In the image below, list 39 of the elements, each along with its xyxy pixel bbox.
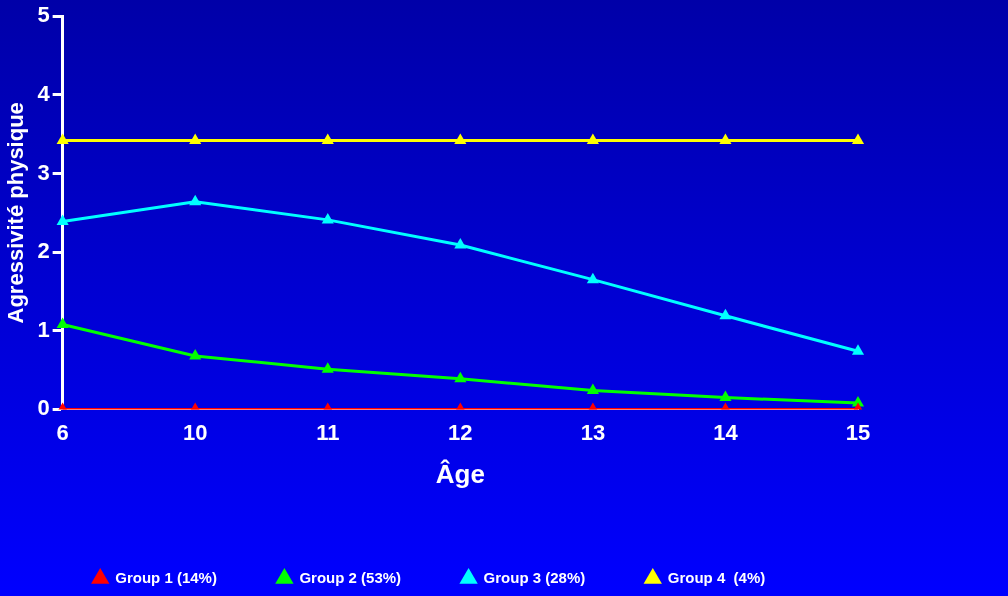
x-tick-label: 6 <box>56 419 69 445</box>
x-axis-title: Âge <box>435 458 485 489</box>
point <box>189 348 202 360</box>
y-tick-label: 2 <box>37 238 50 264</box>
y-tick-label: 1 <box>37 316 50 342</box>
y-tick-label: 0 <box>37 395 50 421</box>
point <box>586 133 599 144</box>
x-tick-label: 12 <box>448 419 473 445</box>
point <box>321 362 334 373</box>
point <box>189 133 202 144</box>
point <box>56 317 69 328</box>
y-tick-label: 5 <box>37 2 50 28</box>
x-tick-label: 14 <box>713 419 739 445</box>
point <box>851 344 865 355</box>
point <box>321 212 334 224</box>
point <box>586 272 599 284</box>
y-tick-label: 4 <box>37 80 51 106</box>
legend-label: Group 1 (14%) <box>115 568 217 586</box>
legend-label: Group 2 (53%) <box>299 568 402 586</box>
y-axis-title: Agressivité physique <box>3 102 29 324</box>
point <box>454 371 467 383</box>
legend-label: Group 4 (4%) <box>667 568 766 586</box>
point <box>719 133 732 144</box>
x-tick-label: 13 <box>580 419 606 445</box>
point <box>454 238 467 249</box>
y-tick-label: 3 <box>37 159 50 185</box>
point <box>454 133 467 144</box>
point <box>189 194 202 206</box>
x-tick-label: 15 <box>845 419 871 445</box>
point <box>586 383 599 395</box>
point <box>851 133 865 144</box>
x-tick-label: 10 <box>182 419 208 445</box>
point <box>321 133 334 144</box>
point <box>719 390 732 402</box>
legend-label: Group 3 (28%) <box>483 568 586 586</box>
point <box>719 308 732 320</box>
point <box>56 214 69 225</box>
x-tick-label: 11 <box>316 419 340 445</box>
point <box>56 133 69 144</box>
